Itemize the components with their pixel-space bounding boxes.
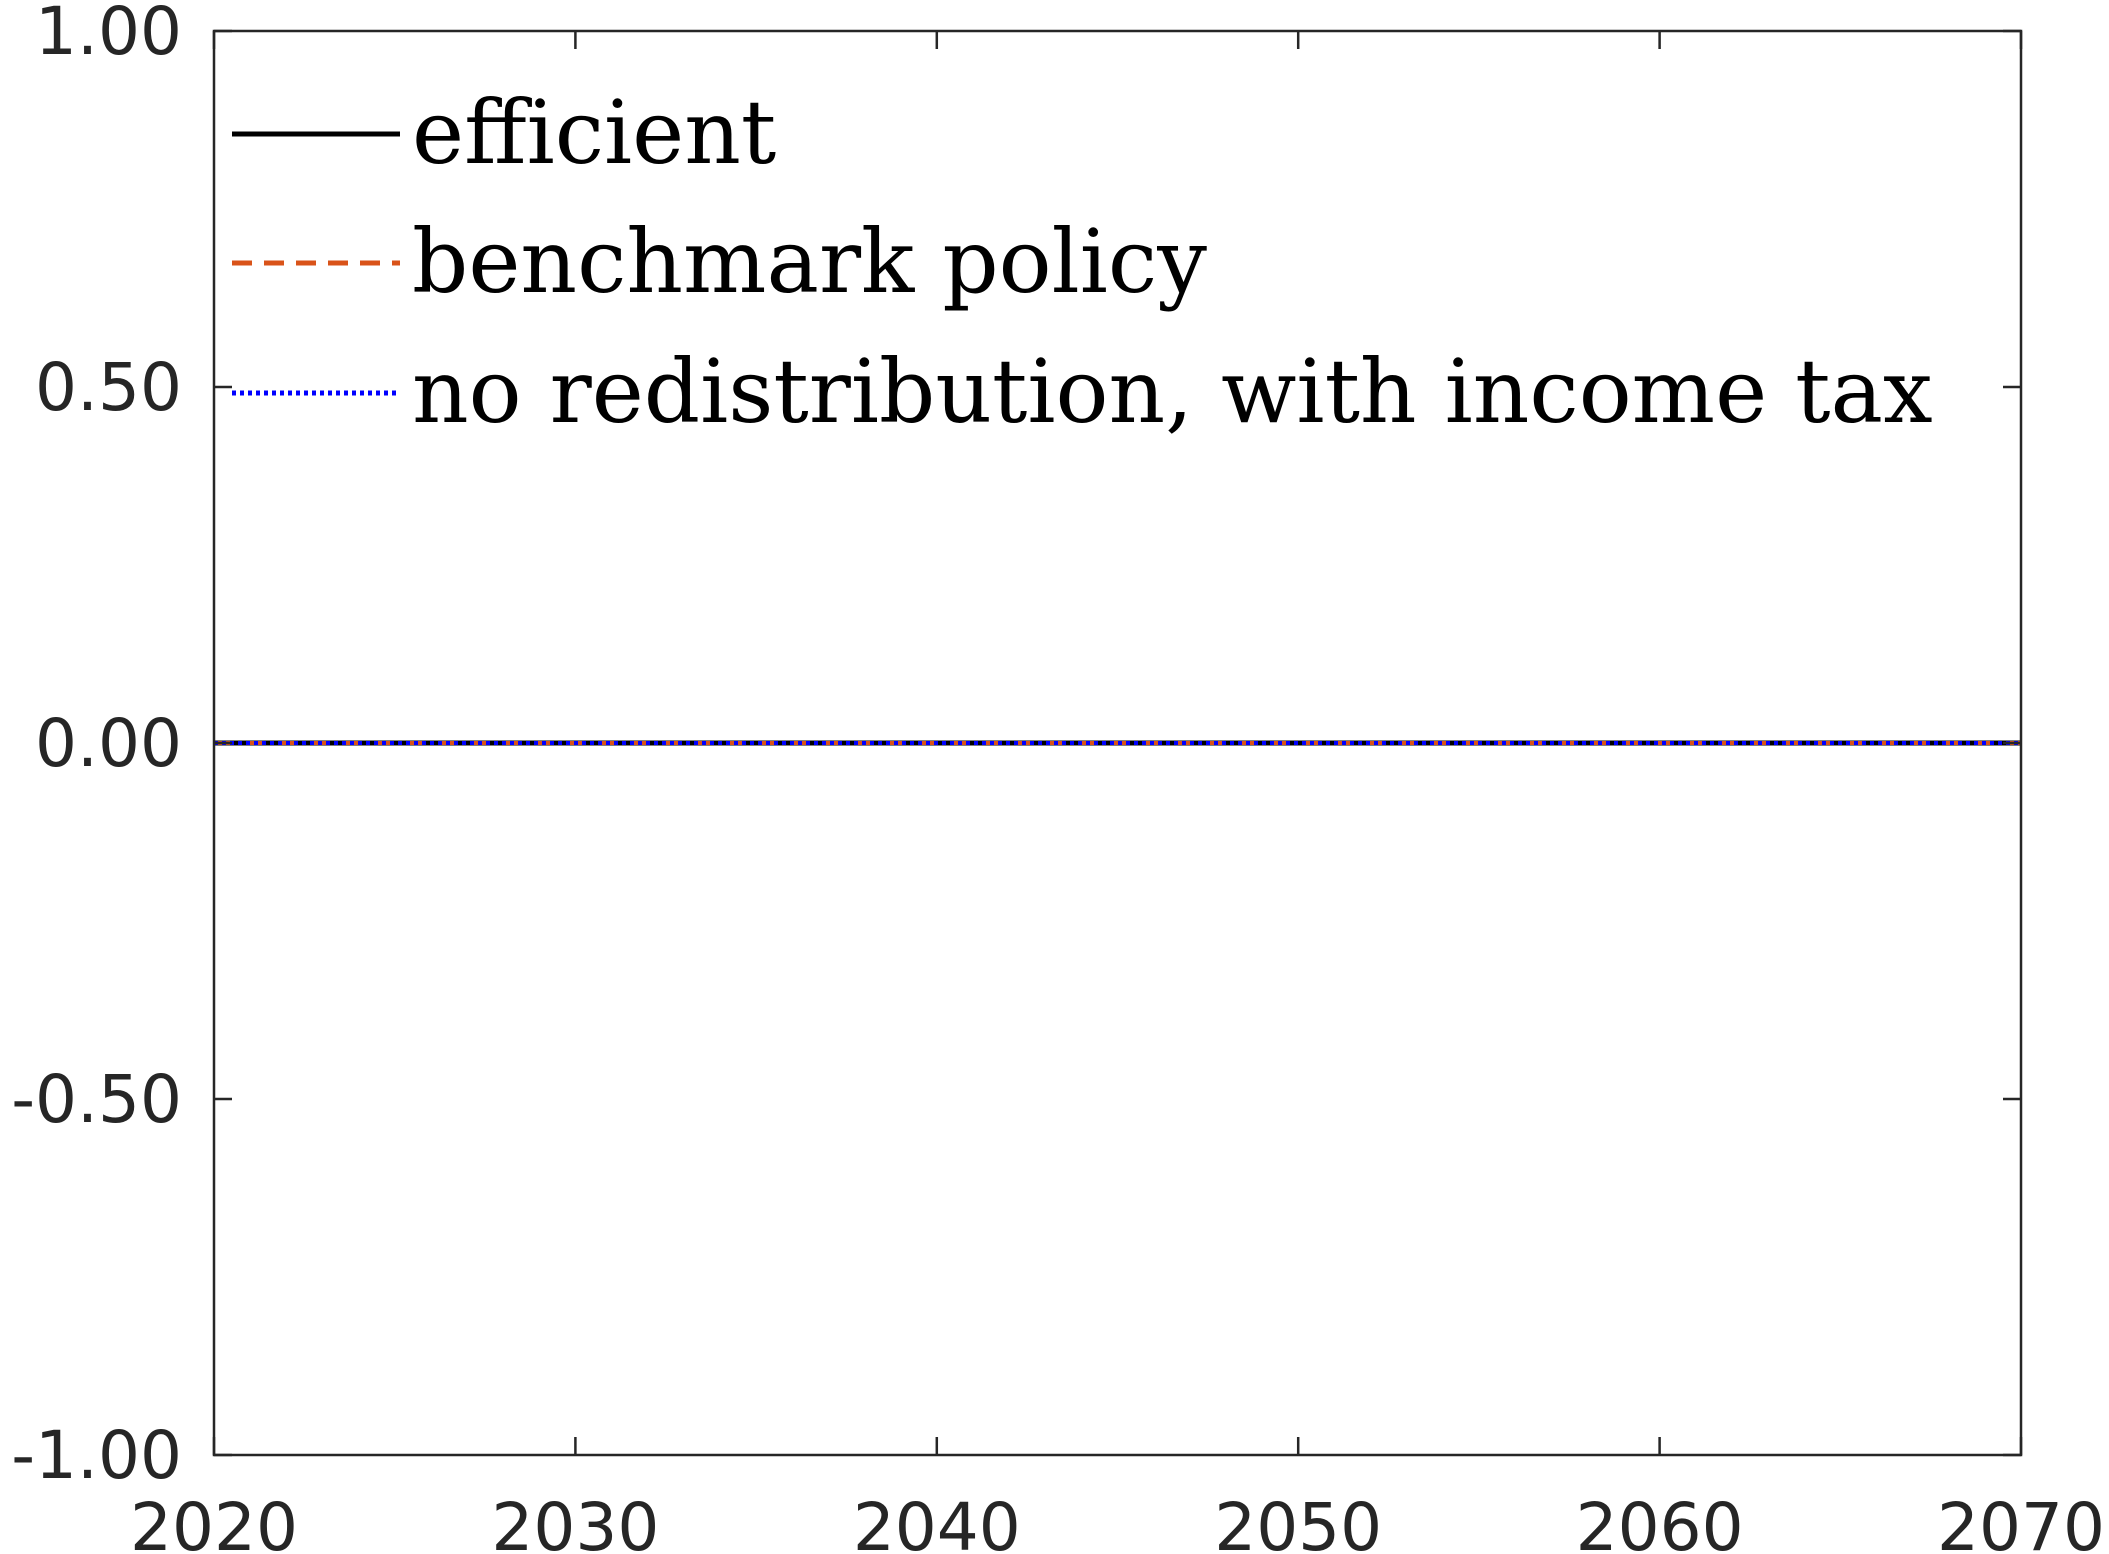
x-tick-label: 2050 (1214, 1489, 1382, 1554)
y-tick-label: -1.00 (11, 1417, 182, 1494)
legend-label-2: no redistribution, with income tax (412, 340, 1933, 443)
x-tick-label: 2030 (491, 1489, 659, 1554)
y-tick-label: -0.50 (11, 1061, 182, 1138)
x-tick-label: 2020 (130, 1489, 298, 1554)
ticks: 2020 2030 2040 2050 2060 2070 -1.00 -0.50 0.00 0.… (11, 0, 2105, 1554)
legend: efficient benchmark policy no redistributi… (232, 81, 1933, 443)
y-tick-label: 0.50 (35, 349, 182, 426)
x-tick-label: 2070 (1937, 1489, 2105, 1554)
legend-label-0: efficient (412, 81, 776, 184)
x-tick-label: 2060 (1576, 1489, 1744, 1554)
legend-label-1: benchmark policy (412, 210, 1207, 313)
x-tick-label: 2040 (853, 1489, 1021, 1554)
y-tick-label: 0.00 (35, 705, 182, 782)
y-tick-label: 1.00 (35, 0, 182, 70)
